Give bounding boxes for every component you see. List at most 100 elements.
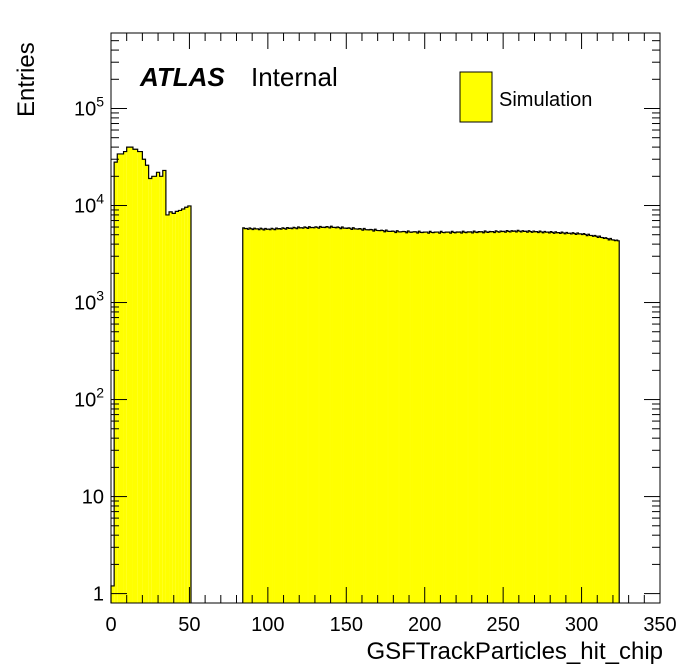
histogram-bar — [547, 232, 549, 604]
y-tick-label: 104 — [74, 191, 104, 218]
histogram-bar — [564, 233, 567, 603]
histogram-bar — [184, 207, 188, 603]
histogram-bar — [556, 232, 559, 603]
histogram-bar — [244, 228, 247, 603]
histogram-bar — [482, 232, 485, 604]
histogram-bar — [256, 228, 259, 603]
histogram-bar — [324, 227, 327, 603]
histogram-bar — [512, 231, 515, 603]
histogram-bar — [558, 232, 560, 603]
histogram-bar — [299, 227, 302, 603]
histogram-bar — [595, 236, 598, 603]
histogram-bar — [506, 230, 509, 603]
histogram-bar — [459, 232, 462, 604]
histogram-bar — [258, 229, 261, 603]
histogram-bar — [611, 239, 614, 603]
histogram-bar — [283, 228, 286, 603]
histogram-bar — [407, 230, 410, 603]
histogram-bar — [523, 231, 526, 603]
histogram-bar — [286, 227, 289, 603]
histogram-bar — [300, 227, 303, 603]
histogram-bar — [142, 159, 146, 604]
histogram-bar — [302, 228, 305, 604]
histogram-bar — [391, 231, 394, 603]
histogram-bar — [416, 233, 419, 603]
histogram-bar — [111, 585, 115, 603]
histogram-outline-low — [110, 146, 192, 603]
histogram-bar — [399, 231, 402, 603]
histogram-bar — [275, 228, 278, 603]
histogram-bar — [493, 232, 496, 603]
y-tick-labels: 1 10 102 103 104 105 — [74, 93, 104, 605]
histogram-bar — [603, 238, 606, 604]
histogram-bar — [514, 231, 516, 603]
histogram-bar — [308, 226, 311, 603]
histogram-bar — [377, 230, 380, 603]
histogram-bar — [319, 226, 322, 603]
histogram-bar — [532, 231, 535, 604]
histogram-bar — [427, 233, 430, 603]
histogram-bar — [498, 232, 501, 603]
legend: Simulation — [459, 71, 592, 123]
histogram-bar — [606, 238, 609, 603]
histogram-bar — [250, 228, 253, 603]
histogram-bar — [608, 239, 611, 604]
histogram-bar — [385, 230, 388, 603]
histogram-bar — [526, 232, 529, 604]
histogram-bar — [148, 178, 152, 603]
x-tick-labels: 0 50 100 150 200 250 300 350 — [105, 614, 676, 636]
histogram-bar — [467, 231, 469, 603]
histogram-bar — [376, 230, 378, 603]
histogram-bar — [534, 231, 537, 604]
legend-swatch — [459, 71, 493, 123]
histogram-bar — [496, 231, 499, 603]
histogram-bar — [578, 233, 581, 603]
histogram-bar — [600, 237, 603, 603]
histogram-bar — [316, 227, 319, 603]
histogram-bar — [303, 227, 306, 604]
histogram-bar — [379, 230, 382, 603]
histogram-bar — [573, 233, 576, 604]
histogram-bar — [487, 232, 490, 603]
legend-label-simulation: Simulation — [499, 89, 592, 111]
histogram-bar — [468, 232, 471, 604]
histogram-bar — [280, 229, 283, 604]
histogram-bar — [583, 233, 586, 603]
histogram-bar — [421, 232, 424, 603]
histogram-bar — [485, 231, 488, 603]
histogram-bar — [529, 231, 532, 603]
histogram-bar — [252, 229, 255, 603]
y-tick-label: 105 — [74, 93, 104, 120]
histogram-bar — [291, 228, 294, 603]
histogram-bar — [449, 233, 452, 603]
histogram-bar — [413, 231, 416, 603]
histogram-bar — [601, 237, 604, 604]
histogram-bar — [322, 227, 325, 603]
histogram-bar — [330, 226, 333, 603]
histogram-bar — [318, 228, 320, 604]
histogram-bar — [424, 232, 427, 603]
histogram-bar — [446, 232, 449, 603]
histogram-bar — [289, 228, 292, 603]
histogram-bar — [350, 229, 353, 603]
histogram-bar — [349, 228, 352, 603]
histogram-bar — [363, 228, 366, 603]
histogram-bar — [481, 231, 484, 604]
histogram-bar — [321, 227, 324, 603]
histogram-bar — [587, 234, 590, 603]
histogram-bar — [175, 211, 179, 603]
histogram-bar — [335, 227, 338, 603]
histogram-bar — [489, 231, 491, 604]
histogram-bar — [145, 165, 149, 604]
histogram-bar — [172, 213, 176, 603]
histogram-bar — [490, 231, 493, 603]
histogram-bar — [402, 231, 405, 603]
histogram-bar — [272, 228, 275, 603]
histogram-bar — [355, 228, 358, 603]
histogram-bar — [263, 229, 266, 603]
histogram-bar — [383, 231, 386, 603]
histogram-bar — [347, 227, 350, 603]
histogram-bar — [278, 228, 281, 604]
histogram-bar — [292, 227, 295, 603]
